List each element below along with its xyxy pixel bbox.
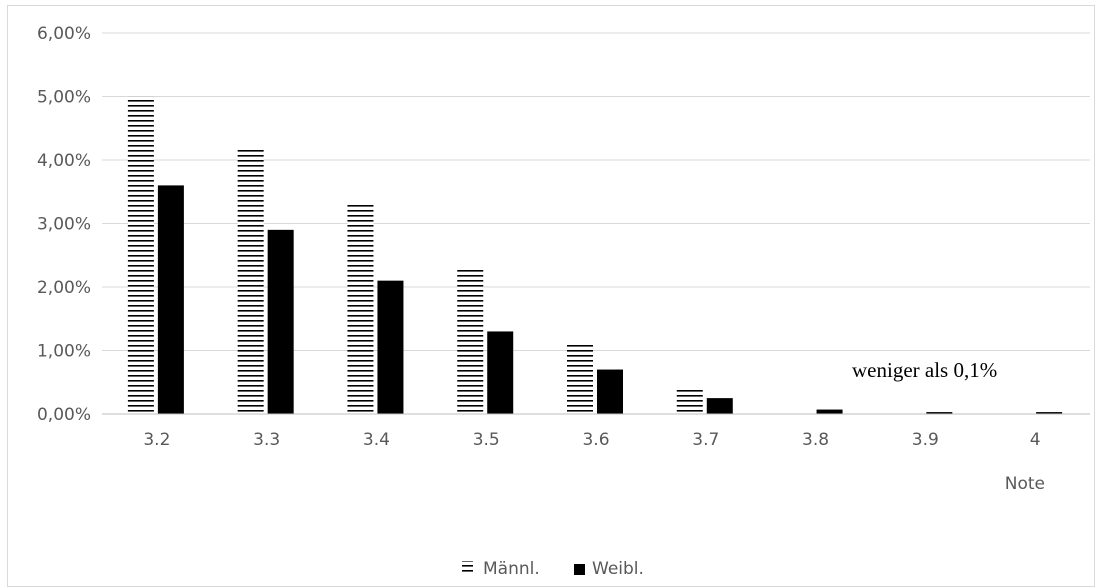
bar-weibl-3-6 bbox=[597, 369, 623, 414]
legend-item-weibl: Weibl. bbox=[574, 559, 644, 579]
gridlines bbox=[102, 32, 1090, 351]
bar-maennl-3-3 bbox=[237, 147, 264, 415]
bar-maennl-3-5 bbox=[457, 267, 484, 414]
bar-weibl-3-9 bbox=[926, 412, 953, 414]
bar-weibl-3-4 bbox=[377, 280, 404, 414]
legend-label-maennl: Männl. bbox=[483, 559, 540, 579]
y-tick-label: 5,00% bbox=[37, 88, 91, 108]
bar-maennl-3-2 bbox=[127, 96, 154, 414]
y-tick-label: 2,00% bbox=[37, 278, 91, 298]
bar-weibl-3-7 bbox=[706, 398, 733, 414]
x-tick-label: 3.3 bbox=[253, 430, 280, 450]
x-tick-label: 3.9 bbox=[912, 430, 939, 450]
bar-weibl-4 bbox=[1036, 412, 1063, 414]
bar-weibl-3-2 bbox=[157, 185, 184, 414]
bar-maennl-3-8 bbox=[786, 412, 813, 414]
bar-weibl-3-8 bbox=[816, 409, 843, 414]
legend-item-maennl: Männl. bbox=[462, 559, 540, 579]
legend-label-weibl: Weibl. bbox=[592, 559, 644, 579]
x-axis-tick-labels: 3.2 3.3 3.4 3.5 3.6 3.7 3.8 3.9 4 bbox=[143, 430, 1040, 450]
y-tick-label: 3,00% bbox=[37, 215, 91, 235]
x-tick-label: 3.6 bbox=[582, 430, 609, 450]
bars bbox=[127, 96, 1063, 415]
y-tick-label: 1,00% bbox=[37, 342, 91, 362]
x-axis-title: Note bbox=[1005, 474, 1045, 494]
x-tick-label: 4 bbox=[1030, 430, 1041, 450]
legend-swatch-maennl bbox=[462, 561, 473, 575]
bar-weibl-3-5 bbox=[487, 331, 514, 414]
legend-swatch-weibl bbox=[574, 564, 585, 575]
x-tick-label: 3.4 bbox=[363, 430, 390, 450]
bar-maennl-3-7 bbox=[676, 388, 703, 414]
bar-weibl-3-3 bbox=[267, 229, 294, 414]
x-tick-label: 3.5 bbox=[473, 430, 500, 450]
y-tick-label: 6,00% bbox=[37, 24, 91, 44]
x-tick-label: 3.7 bbox=[692, 430, 719, 450]
x-tick-label: 3.2 bbox=[143, 430, 170, 450]
y-tick-label: 4,00% bbox=[37, 151, 91, 171]
x-tick-label: 3.8 bbox=[802, 430, 829, 450]
annotation-text: weniger als 0,1% bbox=[852, 358, 997, 382]
y-tick-label: 0,00% bbox=[37, 405, 91, 425]
legend: Männl. Weibl. bbox=[462, 559, 644, 579]
y-axis-tick-labels: 0,00% 1,00% 2,00% 3,00% 4,00% 5,00% 6,00% bbox=[37, 24, 91, 425]
bar-maennl-3-6 bbox=[567, 344, 593, 414]
bar-maennl-3-4 bbox=[347, 204, 374, 414]
